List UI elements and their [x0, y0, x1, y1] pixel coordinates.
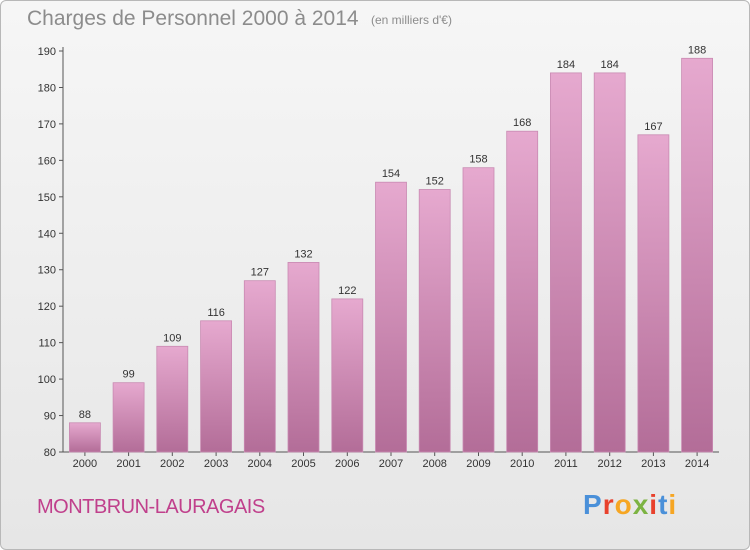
brand-letter: i [668, 489, 678, 520]
x-tick-label-2009: 2009 [466, 458, 490, 470]
x-tick-label-2011: 2011 [554, 458, 578, 470]
brand-letter: i [649, 489, 659, 520]
bar-2005 [287, 261, 320, 453]
chart-title: Charges de Personnel 2000 à 2014 [27, 7, 359, 30]
bar-2001 [112, 382, 145, 453]
x-tick-label-2010: 2010 [510, 458, 534, 470]
commune-name: MONTBRUN-LAURAGAIS [37, 496, 265, 518]
bar-2012 [593, 72, 626, 453]
brand-letter: x [632, 489, 650, 520]
bar-2002 [156, 345, 189, 453]
x-tick-label-2007: 2007 [379, 458, 403, 470]
y-tick-label: 130 [38, 265, 56, 277]
y-tick-label: 120 [38, 301, 56, 313]
bar-2008 [418, 189, 451, 453]
y-tick-label: 160 [38, 155, 56, 167]
y-tick-label: 80 [44, 447, 56, 459]
y-tick-label: 110 [38, 338, 56, 350]
x-tick-label-2013: 2013 [641, 458, 665, 470]
value-label-2012: 184 [601, 59, 619, 71]
x-tick-label-2002: 2002 [160, 458, 184, 470]
value-label-2006: 122 [338, 285, 356, 297]
value-label-2005: 132 [294, 248, 312, 260]
brand-letter: t [658, 489, 669, 520]
bar-2006 [331, 298, 364, 453]
bar-2009 [462, 167, 495, 453]
x-tick-label-2005: 2005 [291, 458, 315, 470]
value-label-2001: 99 [122, 369, 134, 381]
x-tick-label-2000: 2000 [73, 458, 97, 470]
value-label-2013: 167 [644, 121, 662, 133]
value-label-2004: 127 [251, 267, 269, 279]
x-tick-label-2004: 2004 [248, 458, 272, 470]
value-label-2007: 154 [382, 168, 400, 180]
value-label-2000: 88 [79, 409, 91, 421]
bar-2003 [200, 320, 233, 453]
value-label-2003: 116 [207, 307, 225, 319]
bar-2004 [243, 280, 276, 453]
x-tick-label-2014: 2014 [685, 458, 709, 470]
y-tick-label: 90 [44, 411, 56, 423]
brand-letter: o [614, 489, 633, 520]
y-tick-label: 180 [38, 82, 56, 94]
y-tick-label: 140 [38, 228, 56, 240]
value-label-2011: 184 [557, 59, 575, 71]
y-tick-label: 150 [38, 192, 56, 204]
x-tick-label-2008: 2008 [422, 458, 446, 470]
proxiti-logo: Proxiti [583, 489, 677, 521]
value-label-2009: 158 [469, 154, 487, 166]
y-tick-label: 190 [38, 46, 56, 58]
labels-group: 88 2000 99 2001 109 2002 116 2003 127 2004 132 2005… [73, 44, 710, 470]
value-label-2010: 168 [513, 117, 531, 129]
bar-2014 [681, 57, 713, 453]
brand-letter: r [602, 489, 615, 520]
bar-2013 [637, 134, 670, 453]
value-label-2008: 152 [426, 176, 444, 188]
x-tick-label-2006: 2006 [335, 458, 359, 470]
bar-2010 [506, 130, 539, 453]
bar-2011 [550, 72, 582, 453]
y-tick-label: 100 [38, 374, 56, 386]
value-label-2014: 188 [688, 44, 706, 56]
x-tick-label-2012: 2012 [597, 458, 621, 470]
brand-letter: P [583, 489, 603, 520]
bars-group [69, 57, 713, 453]
bar-2000 [69, 422, 101, 453]
x-tick-label-2001: 2001 [116, 458, 140, 470]
chart-subtitle: (en milliers d'€) [371, 13, 452, 27]
x-tick-label-2003: 2003 [204, 458, 228, 470]
value-label-2002: 109 [163, 332, 181, 344]
y-tick-label: 170 [38, 119, 56, 131]
bar-2007 [375, 181, 407, 453]
